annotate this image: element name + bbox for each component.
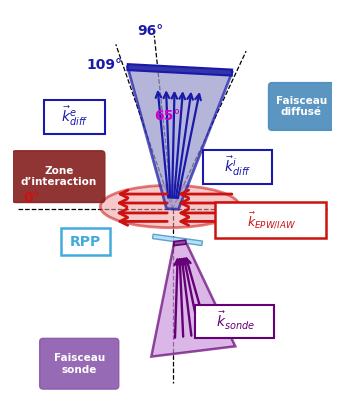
Text: $\vec{k}^{i}_{diff}$: $\vec{k}^{i}_{diff}$: [224, 155, 251, 178]
FancyBboxPatch shape: [12, 151, 105, 202]
Polygon shape: [128, 67, 232, 209]
Polygon shape: [174, 240, 186, 246]
Text: $\vec{k}_{sonde}$: $\vec{k}_{sonde}$: [216, 310, 255, 333]
FancyBboxPatch shape: [215, 202, 326, 238]
Text: Faisceau
diffusé: Faisceau diffusé: [276, 96, 327, 117]
Text: RPP: RPP: [70, 235, 101, 249]
Polygon shape: [151, 242, 235, 357]
Text: Zone
d’interaction: Zone d’interaction: [21, 166, 97, 187]
Text: $\vec{k}^{e}_{diff}$: $\vec{k}^{e}_{diff}$: [61, 105, 88, 129]
Text: $\vec{k}_{EPW/IAW}$: $\vec{k}_{EPW/IAW}$: [247, 210, 297, 230]
FancyBboxPatch shape: [40, 338, 119, 389]
Text: 109°: 109°: [86, 58, 122, 72]
FancyBboxPatch shape: [43, 100, 105, 134]
Text: 65°: 65°: [154, 109, 180, 123]
FancyBboxPatch shape: [61, 228, 110, 255]
Ellipse shape: [100, 185, 240, 228]
FancyBboxPatch shape: [268, 82, 334, 131]
FancyBboxPatch shape: [195, 305, 274, 338]
Polygon shape: [152, 234, 203, 246]
Text: 96°: 96°: [138, 24, 164, 38]
Text: Faisceau
sonde: Faisceau sonde: [53, 353, 105, 375]
FancyBboxPatch shape: [203, 150, 272, 184]
Polygon shape: [127, 64, 232, 75]
Text: 0°: 0°: [23, 191, 40, 205]
